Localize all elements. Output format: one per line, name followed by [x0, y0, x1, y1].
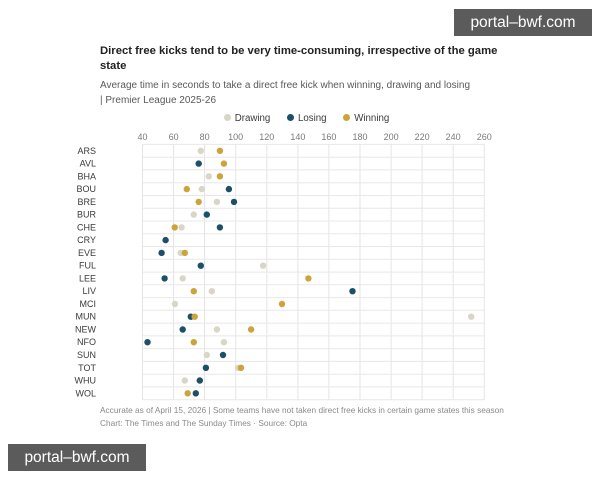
- svg-text:80: 80: [200, 132, 210, 142]
- svg-text:CRY: CRY: [77, 235, 96, 245]
- svg-text:40: 40: [137, 132, 147, 142]
- svg-text:200: 200: [384, 132, 399, 142]
- svg-text:BRE: BRE: [77, 197, 96, 207]
- svg-text:120: 120: [259, 132, 274, 142]
- svg-text:EVE: EVE: [78, 248, 96, 258]
- svg-text:CHE: CHE: [77, 222, 96, 232]
- svg-text:FUL: FUL: [79, 261, 96, 271]
- svg-text:LIV: LIV: [82, 286, 96, 296]
- svg-text:260: 260: [477, 132, 492, 142]
- svg-text:TOT: TOT: [78, 363, 96, 373]
- svg-text:BUR: BUR: [77, 210, 97, 220]
- svg-text:MUN: MUN: [76, 312, 97, 322]
- svg-text:60: 60: [169, 132, 179, 142]
- svg-text:LEE: LEE: [79, 273, 96, 283]
- svg-text:140: 140: [290, 132, 305, 142]
- svg-text:BOU: BOU: [76, 184, 96, 194]
- svg-text:NEW: NEW: [75, 325, 97, 335]
- svg-text:BHA: BHA: [77, 171, 96, 181]
- svg-text:ARS: ARS: [77, 146, 96, 156]
- svg-text:180: 180: [352, 132, 367, 142]
- svg-text:220: 220: [415, 132, 430, 142]
- svg-text:160: 160: [321, 132, 336, 142]
- svg-text:SUN: SUN: [77, 350, 96, 360]
- svg-text:240: 240: [446, 132, 461, 142]
- svg-text:100: 100: [228, 132, 243, 142]
- svg-text:MCI: MCI: [80, 299, 97, 309]
- svg-text:NFO: NFO: [77, 337, 96, 347]
- svg-text:WOL: WOL: [75, 388, 96, 398]
- svg-text:AVL: AVL: [80, 159, 96, 169]
- svg-text:WHU: WHU: [75, 376, 97, 386]
